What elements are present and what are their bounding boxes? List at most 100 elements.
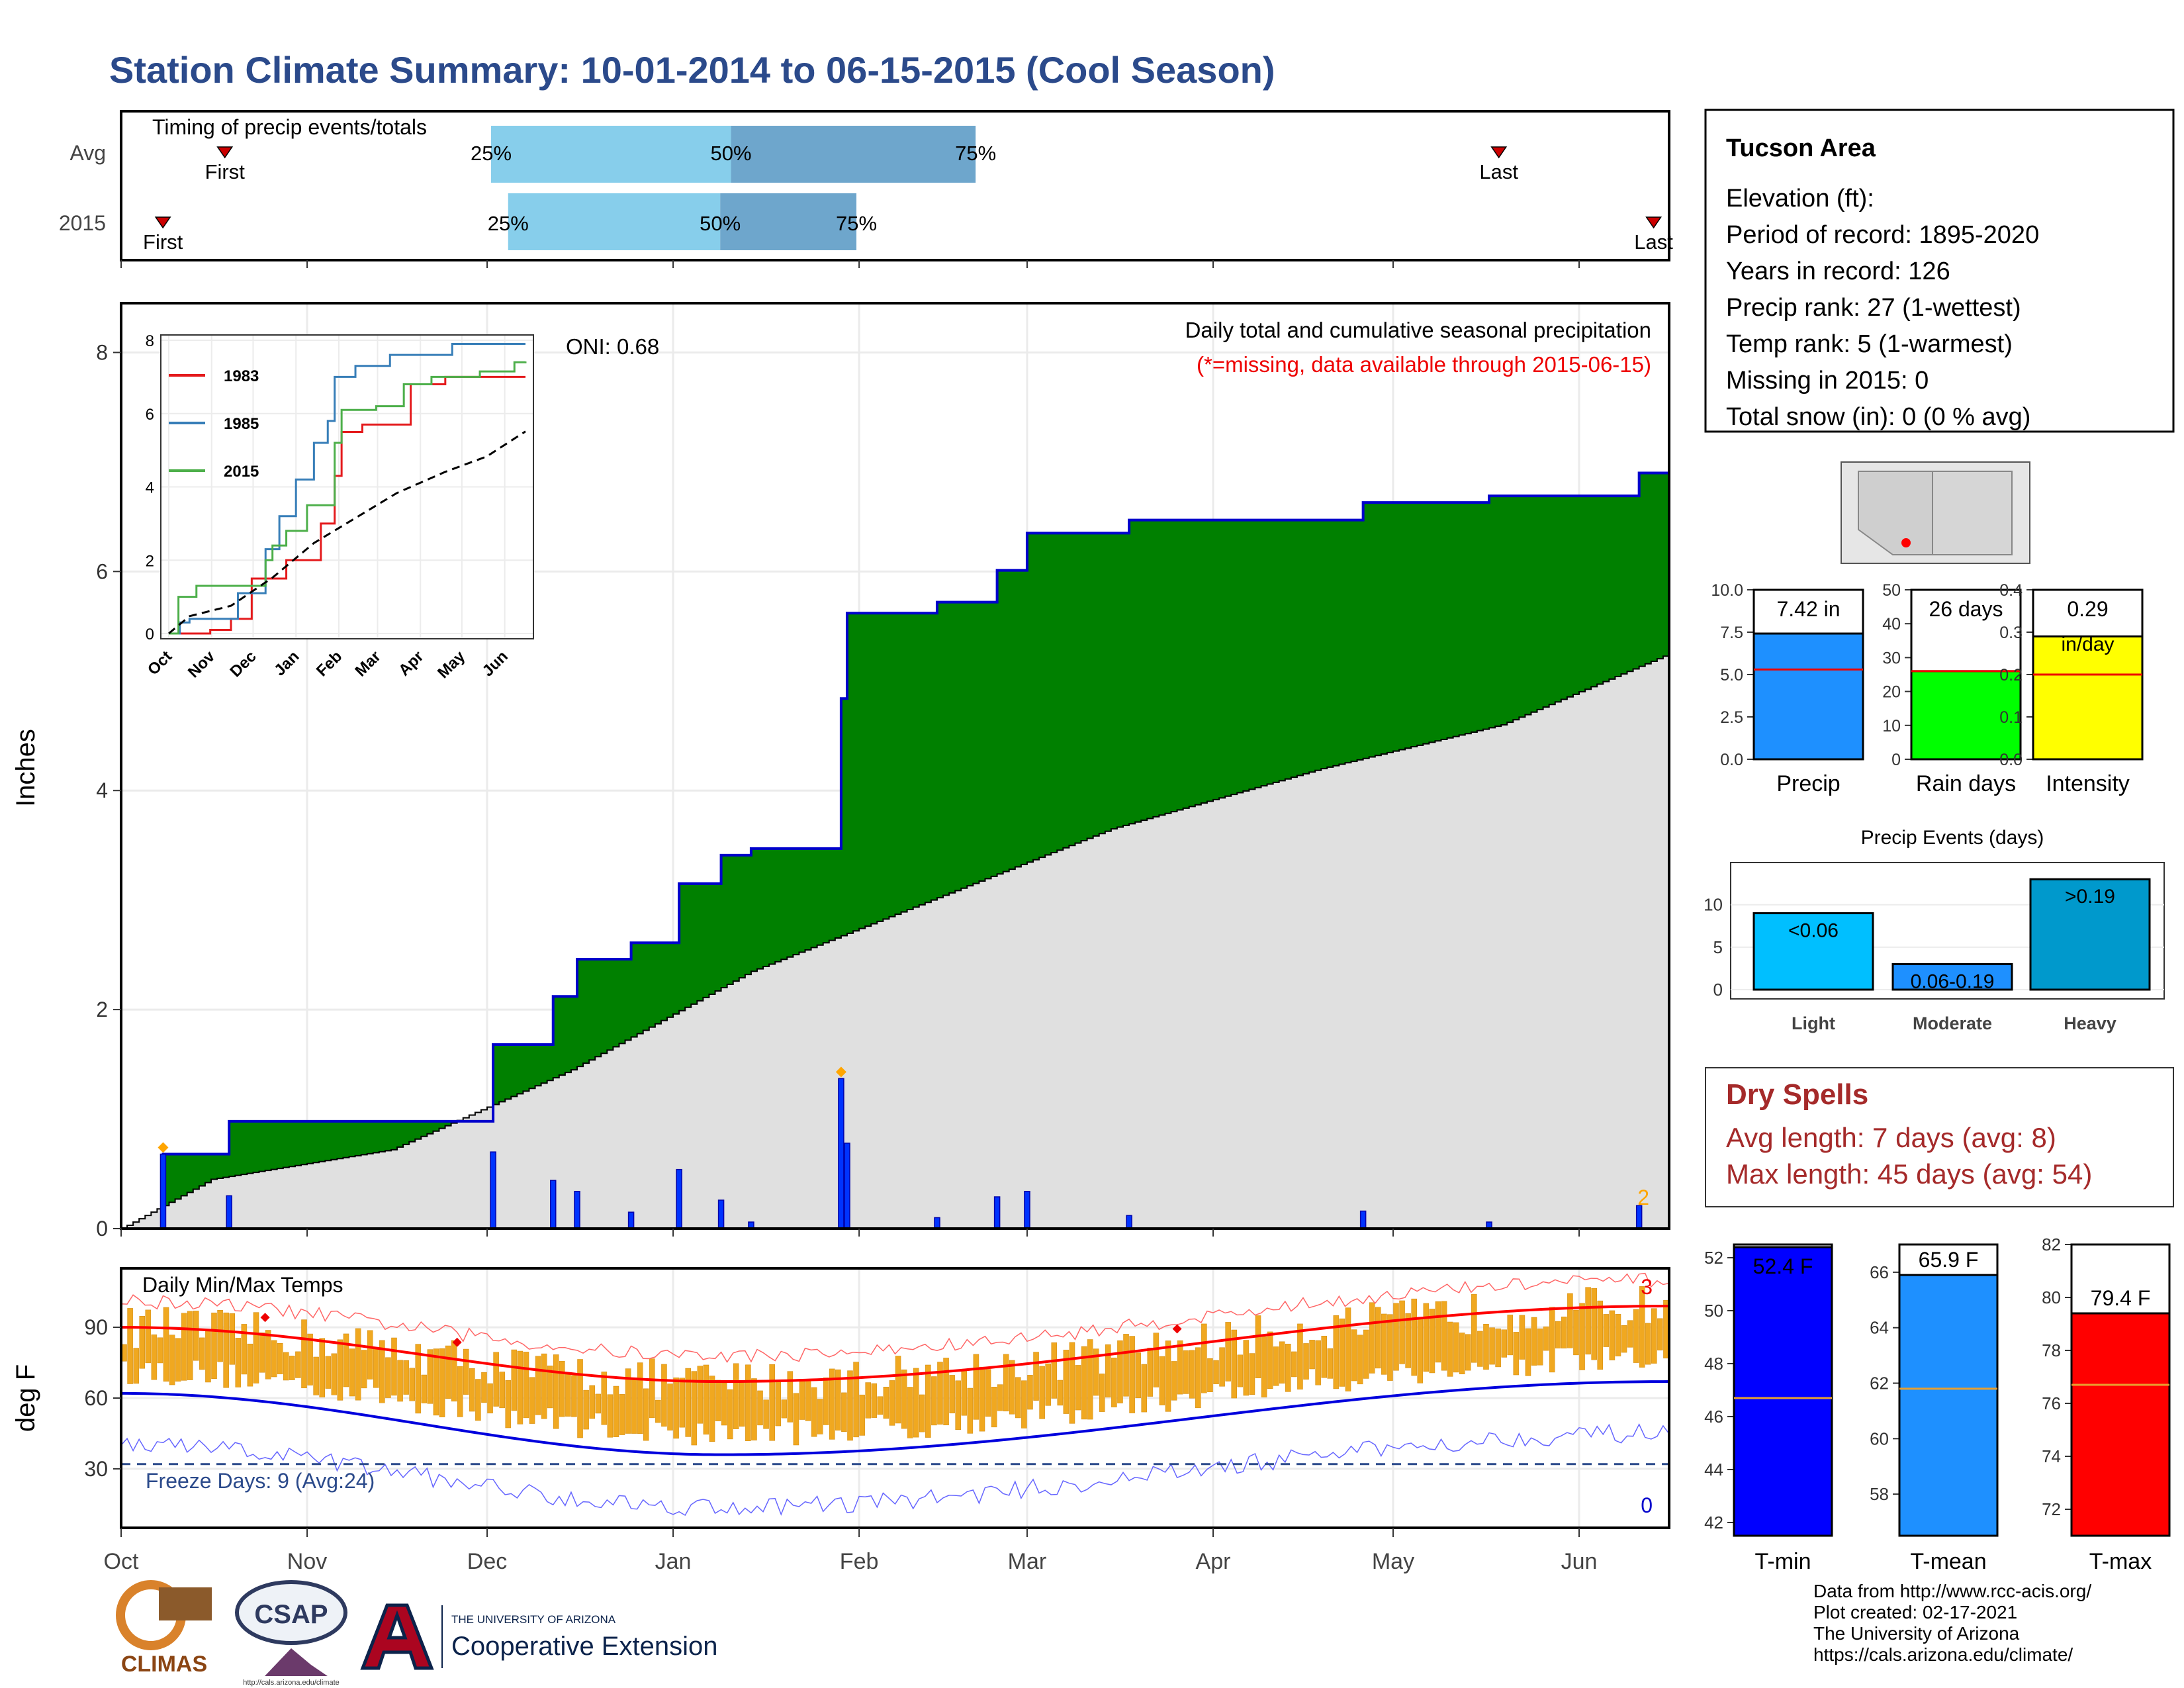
daily-temp-bar xyxy=(415,1344,422,1414)
above-average-area xyxy=(1555,496,1562,702)
daily-temp-bar xyxy=(751,1378,757,1440)
above-average-area xyxy=(1153,520,1160,817)
daily-temp-bar xyxy=(625,1368,631,1434)
above-average-area xyxy=(1459,502,1466,735)
daily-temp-bar xyxy=(1153,1333,1160,1387)
above-average-area xyxy=(517,1045,524,1094)
above-average-area xyxy=(1645,473,1652,664)
climas-logo-text: CLIMAS xyxy=(121,1652,207,1677)
above-average-area xyxy=(1003,570,1010,872)
daily-temp-bar xyxy=(1603,1314,1610,1347)
daily-temp-bar xyxy=(241,1324,248,1375)
above-average-area xyxy=(390,1121,398,1150)
above-average-area xyxy=(1543,496,1550,708)
daily-temp-bar xyxy=(703,1364,709,1435)
precip-ytick-label: 8 xyxy=(96,340,108,364)
above-average-area xyxy=(535,1045,542,1086)
above-average-area xyxy=(1171,520,1178,812)
daily-temp-bar xyxy=(1423,1303,1430,1372)
daily-temp-bar xyxy=(619,1394,625,1435)
record-min-line xyxy=(120,1423,1670,1517)
csap-logo: CSAP http://cals.arizona.edu/climate xyxy=(235,1580,347,1687)
timing-row-2015-label: 2015 xyxy=(59,211,106,235)
above-average-area xyxy=(1183,520,1190,808)
timing-bar-upper xyxy=(720,193,857,250)
above-average-area xyxy=(1279,520,1286,781)
timing-pct-label: 25% xyxy=(488,212,529,235)
above-average-area xyxy=(570,996,578,1070)
daily-temp-bar xyxy=(961,1368,968,1416)
month-label: Mar xyxy=(1008,1549,1047,1574)
daily-temp-bar xyxy=(553,1354,559,1429)
record-high-marker-icon xyxy=(452,1337,462,1347)
mini-bar-tick-label: 10.0 xyxy=(1711,581,1743,600)
mini-bar-tick-label: 50 xyxy=(1882,581,1901,600)
daily-temp-bar xyxy=(1003,1354,1009,1412)
daily-temp-bar xyxy=(775,1382,781,1427)
above-average-area xyxy=(277,1121,284,1169)
above-average-area xyxy=(1429,502,1436,743)
above-average-area xyxy=(307,1121,314,1164)
daily-temp-bar xyxy=(1399,1300,1405,1364)
precip-events-chart: Precip Events (days) 0 5 10 <0.06 Light 0.06-… xyxy=(1704,827,2165,1033)
above-average-area xyxy=(1579,496,1586,692)
above-average-area xyxy=(883,613,890,919)
station-line-5: Missing in 2015: 0 xyxy=(1726,367,1929,395)
events-bar xyxy=(1752,912,1874,991)
temp-bar-tick-label: 60 xyxy=(1870,1429,1889,1448)
daily-precip-bar xyxy=(490,1151,496,1229)
month-label: Apr xyxy=(1196,1549,1231,1574)
daily-precip-bar xyxy=(844,1143,850,1229)
daily-temp-bar xyxy=(1459,1333,1465,1374)
daily-temp-bar xyxy=(565,1372,571,1417)
daily-temp-bar xyxy=(733,1363,739,1429)
daily-temp-bar xyxy=(295,1351,301,1378)
daily-temp-bar xyxy=(373,1346,379,1388)
above-average-area xyxy=(846,613,854,933)
daily-temp-bar xyxy=(1093,1348,1099,1396)
above-average-area xyxy=(1302,520,1310,774)
above-average-area xyxy=(1387,502,1394,753)
above-average-area xyxy=(1627,496,1634,672)
daily-temp-bar xyxy=(1537,1329,1543,1366)
above-average-area xyxy=(1639,473,1646,667)
daily-temp-bar xyxy=(643,1388,649,1441)
daily-temp-bar xyxy=(1075,1365,1081,1411)
above-average-area xyxy=(1105,533,1112,831)
daily-temp-bar xyxy=(1375,1307,1381,1369)
above-average-area xyxy=(931,613,938,900)
events-category-label: Moderate xyxy=(1913,1013,1992,1033)
mini-bar-name: Precip xyxy=(1776,771,1840,796)
daily-temp-bar xyxy=(1417,1317,1424,1383)
precip-ytick-label: 6 xyxy=(96,559,108,583)
inset-ytick-label: 6 xyxy=(146,406,154,424)
daily-temp-bar xyxy=(1405,1313,1411,1368)
mini-bar-tick-label: 0.0 xyxy=(1999,751,2023,769)
daily-temp-bar xyxy=(145,1309,152,1364)
daily-temp-bar xyxy=(1129,1336,1135,1413)
daily-temp-bar xyxy=(469,1368,475,1412)
daily-precip-bar xyxy=(1024,1190,1030,1229)
daily-temp-bar xyxy=(1507,1315,1514,1356)
station-line-0: Elevation (ft): xyxy=(1726,185,1874,212)
daily-temp-bar xyxy=(1195,1347,1201,1409)
temp-count-top: 3 xyxy=(1641,1275,1653,1299)
daily-temp-bar xyxy=(1447,1321,1453,1377)
above-average-area xyxy=(499,1045,506,1102)
daily-temp-bar xyxy=(133,1348,139,1384)
daily-temp-bar xyxy=(1435,1301,1441,1363)
above-average-area xyxy=(1339,520,1346,765)
above-average-area xyxy=(733,855,740,982)
above-average-area xyxy=(1255,520,1262,788)
daily-precip-bar xyxy=(838,1078,844,1229)
footer-credits: Data from http://www.rcc-acis.org/ Plot … xyxy=(1813,1581,2091,1665)
above-average-area xyxy=(205,1154,212,1183)
daily-temp-bar xyxy=(1285,1343,1291,1392)
daily-precip-bar xyxy=(627,1211,635,1229)
above-average-area xyxy=(445,1121,452,1126)
daily-temp-bar xyxy=(1291,1351,1297,1378)
above-average-area xyxy=(961,602,968,888)
month-label: May xyxy=(1372,1549,1414,1574)
above-average-area xyxy=(1441,502,1448,740)
above-average-area xyxy=(793,848,800,955)
